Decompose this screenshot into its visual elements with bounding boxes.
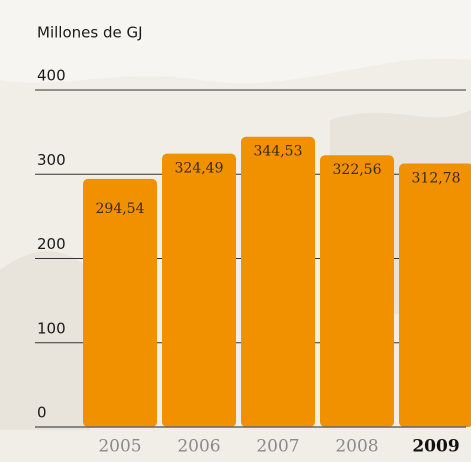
bar [83,178,157,427]
x-tick-label: 2007 [256,437,299,457]
y-tick-label: 200 [37,235,66,253]
background-wave [0,251,90,430]
bar [162,153,236,427]
bar [320,155,394,427]
background-wave [0,0,471,84]
y-tick-label: 100 [37,319,66,337]
x-tick-label: 2005 [98,437,141,457]
x-tick-label: 2008 [335,437,378,457]
x-tick-label: 2006 [177,437,220,457]
y-tick-label: 0 [37,404,47,422]
value-label: 322,56 [333,162,382,178]
x-tick-label: 2009 [412,437,459,457]
axis-title: Millones de GJ [37,24,143,42]
value-label: 344,53 [254,144,303,160]
bar [241,136,315,428]
value-label: 324,49 [175,161,224,177]
value-label: 294,54 [96,201,145,217]
bar [399,163,471,427]
y-tick-label: 300 [37,151,66,169]
y-tick-label: 400 [37,67,66,85]
value-label: 312,78 [412,170,461,186]
